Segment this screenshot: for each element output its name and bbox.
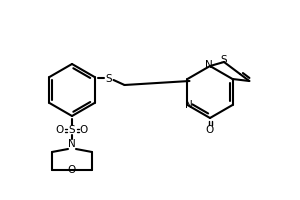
Text: S: S (221, 55, 227, 65)
Text: N: N (68, 139, 76, 149)
Text: O: O (56, 125, 64, 135)
Text: O: O (68, 165, 76, 175)
Text: S: S (105, 74, 112, 84)
Text: S: S (69, 125, 75, 135)
Text: O: O (80, 125, 88, 135)
Text: O: O (206, 125, 214, 135)
Text: N: N (184, 100, 192, 110)
Text: N: N (205, 60, 213, 70)
